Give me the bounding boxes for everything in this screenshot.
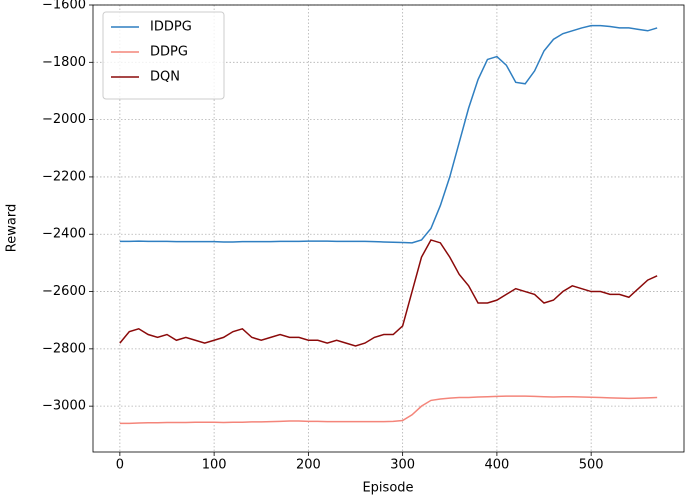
legend-label: IDDPG [150, 20, 192, 35]
x-tick-label: 500 [579, 458, 604, 473]
legend-label: DQN [150, 70, 180, 85]
y-tick-label: −2000 [42, 112, 86, 127]
y-tick-label: −2400 [42, 227, 86, 242]
y-tick-label: −2800 [42, 341, 86, 356]
y-tick-label: −1600 [42, 0, 86, 13]
series-line [119, 395, 658, 425]
x-tick-label: 100 [202, 458, 227, 473]
y-tick-label: −3000 [42, 399, 86, 414]
series-line [119, 24, 658, 244]
x-tick-label: 400 [484, 458, 509, 473]
y-tick-label: −2600 [42, 284, 86, 299]
series-line [119, 239, 658, 347]
y-axis-label: Reward [5, 204, 20, 252]
plot-frame [92, 4, 685, 453]
y-tick-label: −1800 [42, 55, 86, 70]
legend-label: DDPG [150, 45, 188, 60]
x-tick-label: 300 [390, 458, 415, 473]
x-tick-label: 0 [116, 458, 124, 473]
x-axis-label: Episode [362, 481, 413, 496]
y-tick-label: −2200 [42, 169, 86, 184]
x-tick-label: 200 [296, 458, 321, 473]
